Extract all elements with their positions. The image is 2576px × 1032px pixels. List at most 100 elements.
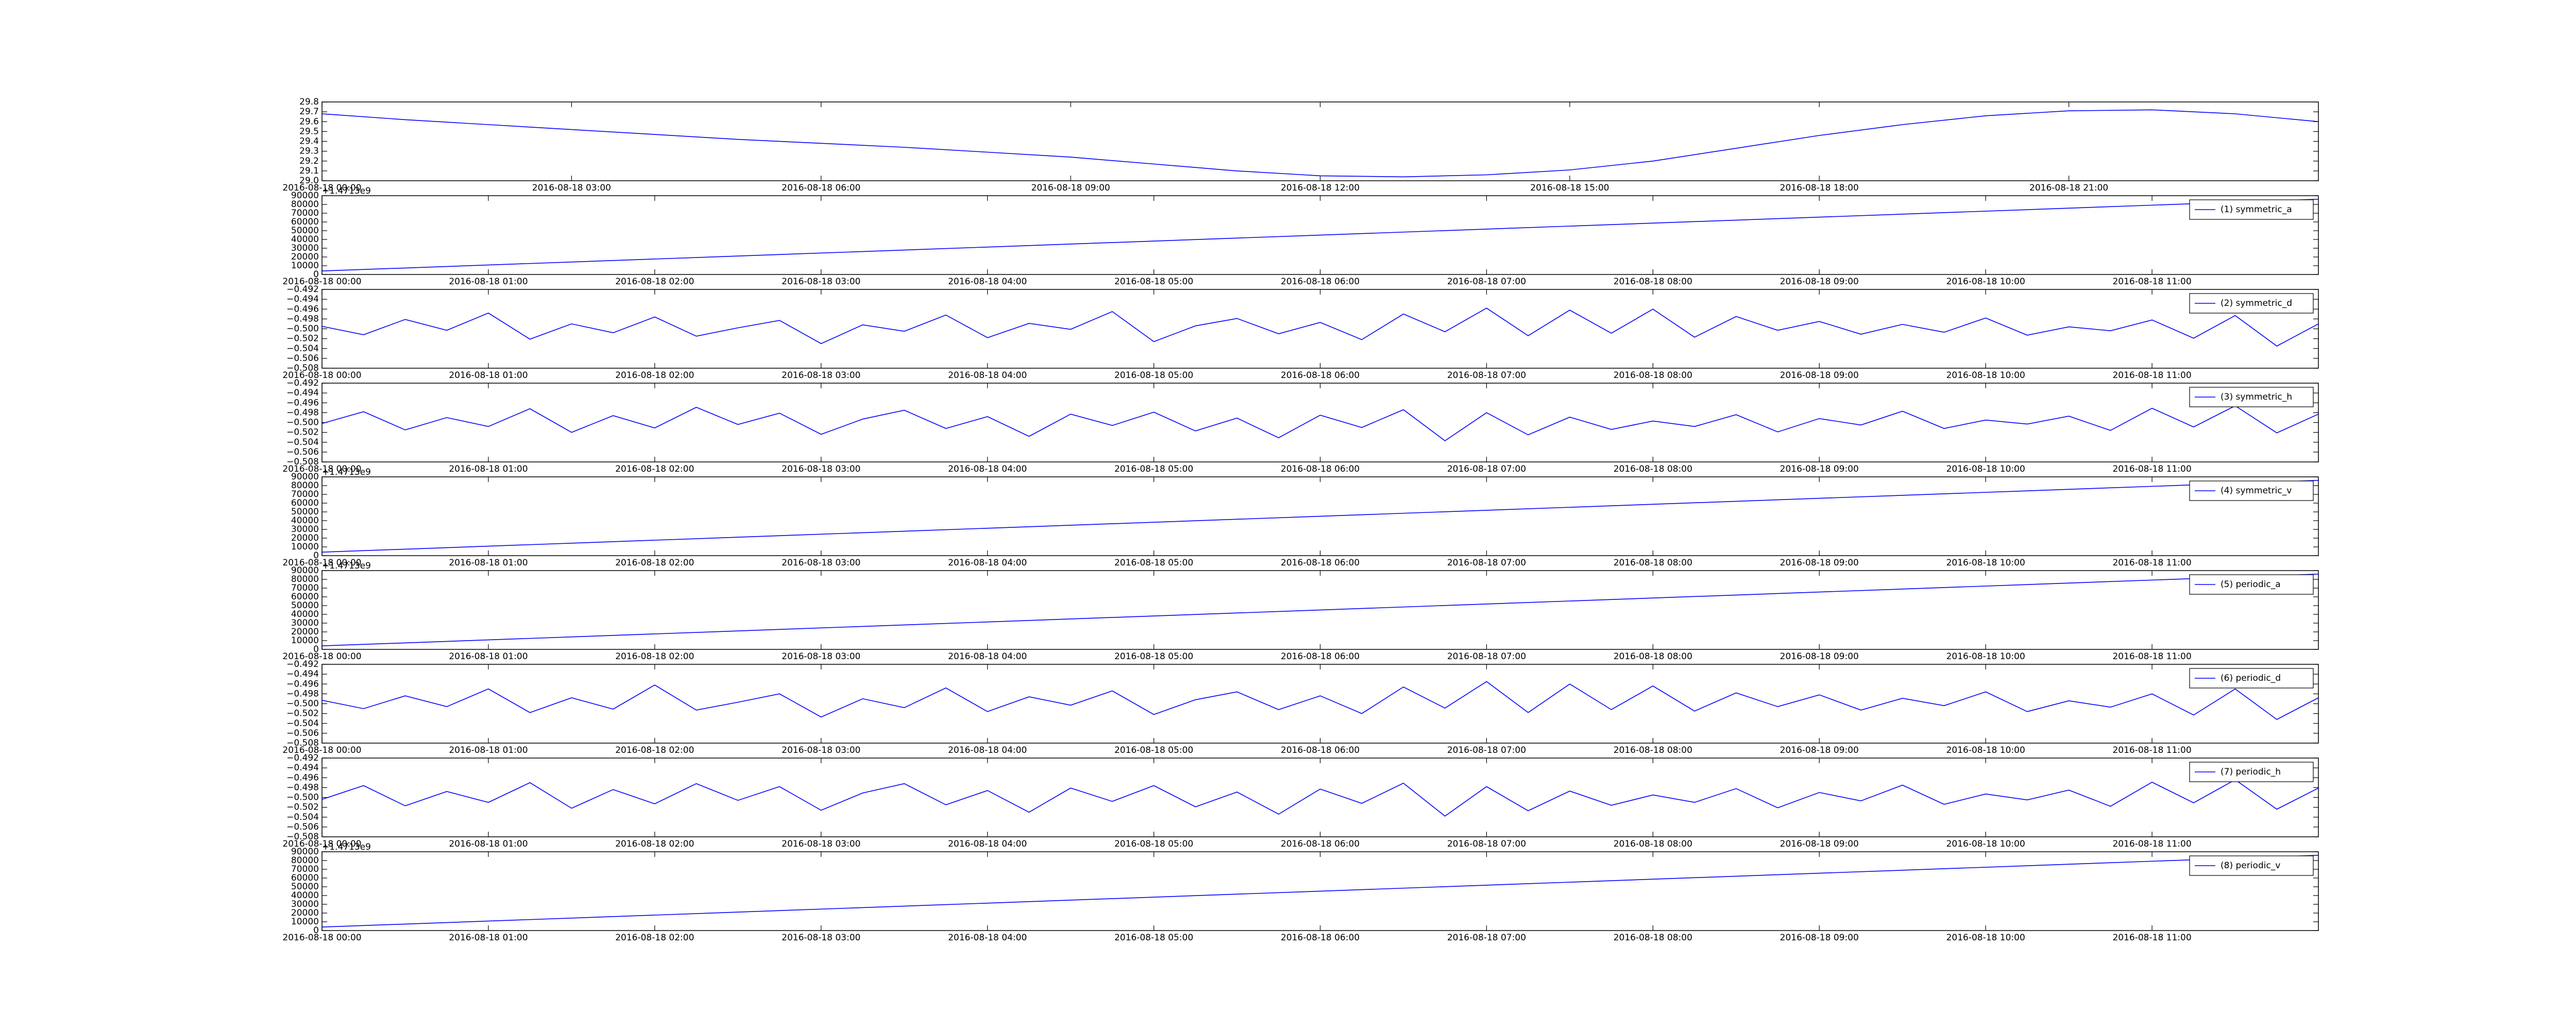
y-tick-label: 80000 (291, 574, 319, 584)
y-tick-label: 29.7 (299, 107, 319, 117)
x-tick-label: 2016-08-18 10:00 (1946, 745, 2025, 755)
x-tick-label: 2016-08-18 11:00 (2112, 277, 2191, 287)
x-tick-label: 2016-08-18 06:00 (1281, 370, 1360, 381)
y-tick-label: −0.500 (286, 418, 319, 428)
y-tick-label: 80000 (291, 480, 319, 491)
y-tick-label: 29.0 (299, 176, 319, 186)
x-tick-label: 2016-08-18 04:00 (948, 839, 1027, 849)
x-tick-label: 2016-08-18 01:00 (449, 558, 528, 568)
x-tick-label: 2016-08-18 03:00 (782, 464, 860, 474)
x-tick-label: 2016-08-18 03:00 (782, 839, 860, 849)
x-tick-label: 2016-08-18 10:00 (1946, 277, 2025, 287)
y-tick-label: 40000 (291, 234, 319, 245)
x-tick-label: 2016-08-18 10:00 (1946, 651, 2025, 662)
x-tick-label: 2016-08-18 02:00 (615, 277, 694, 287)
x-tick-label: 2016-08-18 03:00 (782, 745, 860, 755)
x-tick-label: 2016-08-18 00:00 (282, 745, 361, 755)
y-tick-label: 20000 (291, 908, 319, 918)
x-tick-label: 2016-08-18 06:00 (782, 183, 860, 193)
x-tick-label: 2016-08-18 21:00 (2029, 183, 2108, 193)
y-tick-label: 40000 (291, 609, 319, 620)
y-tick-label: 80000 (291, 199, 319, 210)
y-tick-label: −0.492 (286, 378, 319, 388)
series-line (321, 779, 2319, 817)
x-tick-label: 2016-08-18 08:00 (1614, 277, 1692, 287)
x-tick-label: 2016-08-18 01:00 (449, 370, 528, 381)
x-tick-label: 2016-08-18 01:00 (449, 651, 528, 662)
x-tick-label: 2016-08-18 05:00 (1114, 933, 1193, 943)
y-tick-label: 50000 (291, 600, 319, 611)
x-tick-label: 2016-08-18 02:00 (615, 464, 694, 474)
y-tick-label: −0.508 (286, 832, 319, 842)
y-tick-label: 0 (313, 925, 319, 936)
x-tick-label: 2016-08-18 07:00 (1447, 651, 1526, 662)
y-tick-label: 30000 (291, 243, 319, 253)
y-tick-label: −0.506 (286, 822, 319, 832)
x-tick-label: 2016-08-18 00:00 (282, 370, 361, 381)
x-tick-label: 2016-08-18 06:00 (1281, 464, 1360, 474)
y-tick-label: 40000 (291, 890, 319, 901)
x-tick-label: 2016-08-18 03:00 (782, 933, 860, 943)
x-tick-label: 2016-08-18 09:00 (1780, 651, 1859, 662)
x-tick-label: 2016-08-18 00:00 (282, 651, 361, 662)
x-tick-label: 2016-08-18 08:00 (1614, 464, 1692, 474)
x-tick-label: 2016-08-18 06:00 (1281, 651, 1360, 662)
x-tick-label: 2016-08-18 09:00 (1780, 558, 1859, 568)
y-tick-label: 10000 (291, 261, 319, 271)
x-tick-label: 2016-08-18 08:00 (1614, 370, 1692, 381)
x-tick-label: 2016-08-18 01:00 (449, 745, 528, 755)
y-tick-label: 30000 (291, 899, 319, 909)
y-tick-label: 0 (313, 644, 319, 655)
y-tick-label: −0.492 (286, 753, 319, 763)
x-tick-label: 2016-08-18 10:00 (1946, 839, 2025, 849)
x-tick-label: 2016-08-18 11:00 (2112, 839, 2191, 849)
y-tick-label: 20000 (291, 627, 319, 637)
x-tick-label: 2016-08-18 07:00 (1447, 839, 1526, 849)
y-tick-label: −0.508 (286, 363, 319, 373)
x-tick-label: 2016-08-18 09:00 (1031, 183, 1110, 193)
y-tick-label: −0.506 (286, 728, 319, 738)
y-tick-label: 0 (313, 269, 319, 280)
x-tick-label: 2016-08-18 06:00 (1281, 745, 1360, 755)
x-tick-label: 2016-08-18 02:00 (615, 558, 694, 568)
x-tick-label: 2016-08-18 10:00 (1946, 370, 2025, 381)
series-line (321, 199, 2319, 271)
x-tick-label: 2016-08-18 03:00 (782, 370, 860, 381)
x-tick-label: 2016-08-18 03:00 (782, 651, 860, 662)
offset-text: +1.4713e9 (322, 842, 371, 852)
y-tick-label: 90000 (291, 472, 319, 482)
x-tick-label: 2016-08-18 07:00 (1447, 558, 1526, 568)
legend-label: (1) symmetric_a (2221, 204, 2292, 215)
x-tick-label: 2016-08-18 00:00 (282, 839, 361, 849)
y-tick-label: −0.506 (286, 353, 319, 364)
y-tick-label: −0.502 (286, 334, 319, 344)
legend-label: (3) symmetric_h (2221, 392, 2292, 402)
x-tick-label: 2016-08-18 08:00 (1614, 558, 1692, 568)
y-tick-label: −0.498 (286, 689, 319, 699)
y-tick-label: 70000 (291, 489, 319, 500)
legend-label: (6) periodic_d (2221, 673, 2281, 683)
y-tick-label: 60000 (291, 592, 319, 602)
y-tick-label: 10000 (291, 917, 319, 927)
x-tick-label: 2016-08-18 11:00 (2112, 464, 2191, 474)
x-tick-label: 2016-08-18 02:00 (615, 839, 694, 849)
y-tick-label: 29.6 (299, 116, 319, 127)
y-tick-label: 50000 (291, 507, 319, 517)
offset-text: +1.4713e9 (322, 467, 371, 477)
x-tick-label: 2016-08-18 05:00 (1114, 651, 1193, 662)
y-tick-label: 70000 (291, 583, 319, 593)
y-tick-label: 90000 (291, 847, 319, 857)
x-tick-label: 2016-08-18 11:00 (2112, 745, 2191, 755)
y-tick-label: 30000 (291, 618, 319, 628)
x-tick-label: 2016-08-18 10:00 (1946, 933, 2025, 943)
x-tick-label: 2016-08-18 06:00 (1281, 558, 1360, 568)
x-tick-label: 2016-08-18 04:00 (948, 464, 1027, 474)
x-tick-label: 2016-08-18 01:00 (449, 933, 528, 943)
x-tick-label: 2016-08-18 03:00 (532, 183, 611, 193)
y-tick-label: −0.494 (286, 763, 319, 773)
x-tick-label: 2016-08-18 15:00 (1530, 183, 1609, 193)
y-tick-label: 70000 (291, 208, 319, 218)
